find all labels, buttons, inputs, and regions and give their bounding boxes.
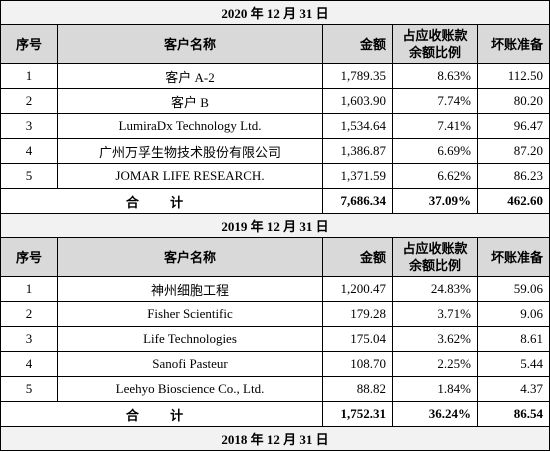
header-cell: 金额 (322, 24, 393, 64)
cell: 客户 B (57, 88, 323, 114)
cell: Sanofi Pasteur (57, 351, 323, 377)
cell: 1,386.87 (322, 138, 393, 164)
header-cell: 金额 (322, 237, 393, 277)
cell: 5 (0, 376, 58, 402)
cell: 9.06 (476, 301, 550, 327)
cell: 5 (0, 163, 58, 189)
cell: 179.28 (322, 301, 393, 327)
header-row: 序号 客户名称 金额 占应收账款余额比例 坏账准备 (0, 24, 550, 64)
total-cell: 1,752.31 (322, 401, 393, 427)
total-text: 合 计 (125, 407, 198, 423)
header-cell: 坏账准备 (476, 237, 550, 277)
cell: 108.70 (322, 351, 393, 377)
total-text: 合 计 (125, 194, 198, 210)
header-cell: 客户名称 (57, 24, 323, 64)
data-row: 4 Sanofi Pasteur 108.70 2.25% 5.44 (0, 351, 550, 377)
header-row: 序号 客户名称 金额 占应收账款余额比例 坏账准备 (0, 237, 550, 277)
cell: 3 (0, 113, 58, 139)
cell: Life Technologies (57, 326, 323, 352)
year-row: 2018 年 12 月 31 日 (0, 426, 550, 451)
data-row: 3 Life Technologies 175.04 3.62% 8.61 (0, 326, 550, 352)
cell: 8.61 (476, 326, 550, 352)
header-cell: 客户名称 (57, 237, 323, 277)
year-title: 2018 年 12 月 31 日 (0, 426, 550, 451)
data-row: 5 Leehyo Bioscience Co., Ltd. 88.82 1.84% 4.… (0, 376, 550, 402)
data-row: 5 JOMAR LIFE RESEARCH. 1,371.59 6.62% 86.23 (0, 163, 550, 189)
data-row: 1 客户 A-2 1,789.35 8.63% 112.50 (0, 63, 550, 89)
total-label: 合 计 (0, 401, 323, 427)
cell: 客户 A-2 (57, 63, 323, 89)
header-cell: 占应收账款 余额比例 (392, 24, 478, 64)
cell: 2 (0, 88, 58, 114)
cell: 86.23 (476, 163, 550, 189)
cell: 8.63% (392, 63, 478, 89)
cell: 80.20 (476, 88, 550, 114)
cell: 3.71% (392, 301, 478, 327)
total-cell: 37.09% (392, 188, 478, 214)
year-row: 2019 年 12 月 31 日 (0, 213, 550, 238)
cell: 广州万孚生物技术股份有限公司 (57, 138, 323, 164)
cell: 1 (0, 276, 58, 302)
cell: 59.06 (476, 276, 550, 302)
cell: 24.83% (392, 276, 478, 302)
total-cell: 462.60 (476, 188, 550, 214)
cell: Leehyo Bioscience Co., Ltd. (57, 376, 323, 402)
total-cell: 86.54 (476, 401, 550, 427)
cell: 7.74% (392, 88, 478, 114)
cell: 3.62% (392, 326, 478, 352)
data-row: 4 广州万孚生物技术股份有限公司 1,386.87 6.69% 87.20 (0, 138, 550, 164)
header-line: 余额比例 (408, 45, 461, 60)
total-cell: 7,686.34 (322, 188, 393, 214)
cell: 2 (0, 301, 58, 327)
year-title: 2020 年 12 月 31 日 (0, 0, 550, 25)
cell: 112.50 (476, 63, 550, 89)
cell: 1,603.90 (322, 88, 393, 114)
data-row: 2 Fisher Scientific 179.28 3.71% 9.06 (0, 301, 550, 327)
cell: 3 (0, 326, 58, 352)
header-line: 余额比例 (408, 258, 461, 273)
cell: 神州细胞工程 (57, 276, 323, 302)
cell: 87.20 (476, 138, 550, 164)
cell: 1,371.59 (322, 163, 393, 189)
data-row: 1 神州细胞工程 1,200.47 24.83% 59.06 (0, 276, 550, 302)
header-line: 占应收账款 (402, 241, 468, 256)
cell: 1,200.47 (322, 276, 393, 302)
total-row: 合 计 7,686.34 37.09% 462.60 (0, 188, 550, 214)
data-row: 3 LumiraDx Technology Ltd. 1,534.64 7.41% 96… (0, 113, 550, 139)
cell: 88.82 (322, 376, 393, 402)
cell: 96.47 (476, 113, 550, 139)
cell: 1,534.64 (322, 113, 393, 139)
header-cell: 占应收账款 余额比例 (392, 237, 478, 277)
cell: 2.25% (392, 351, 478, 377)
cell: 175.04 (322, 326, 393, 352)
cell: 4 (0, 351, 58, 377)
total-row: 合 计 1,752.31 36.24% 86.54 (0, 401, 550, 427)
cell: 6.69% (392, 138, 478, 164)
cell: LumiraDx Technology Ltd. (57, 113, 323, 139)
header-cell: 序号 (0, 237, 58, 277)
cell: 1,789.35 (322, 63, 393, 89)
cell: 7.41% (392, 113, 478, 139)
year-title: 2019 年 12 月 31 日 (0, 213, 550, 238)
header-line: 占应收账款 (402, 28, 468, 43)
cell: 4 (0, 138, 58, 164)
cell: 5.44 (476, 351, 550, 377)
year-row: 2020 年 12 月 31 日 (0, 0, 550, 25)
cell: 6.62% (392, 163, 478, 189)
header-cell: 坏账准备 (476, 24, 550, 64)
header-cell: 序号 (0, 24, 58, 64)
data-row: 2 客户 B 1,603.90 7.74% 80.20 (0, 88, 550, 114)
total-cell: 36.24% (392, 401, 478, 427)
total-label: 合 计 (0, 188, 323, 214)
cell: 1 (0, 63, 58, 89)
cell: 4.37 (476, 376, 550, 402)
cell: JOMAR LIFE RESEARCH. (57, 163, 323, 189)
cell: 1.84% (392, 376, 478, 402)
cell: Fisher Scientific (57, 301, 323, 327)
